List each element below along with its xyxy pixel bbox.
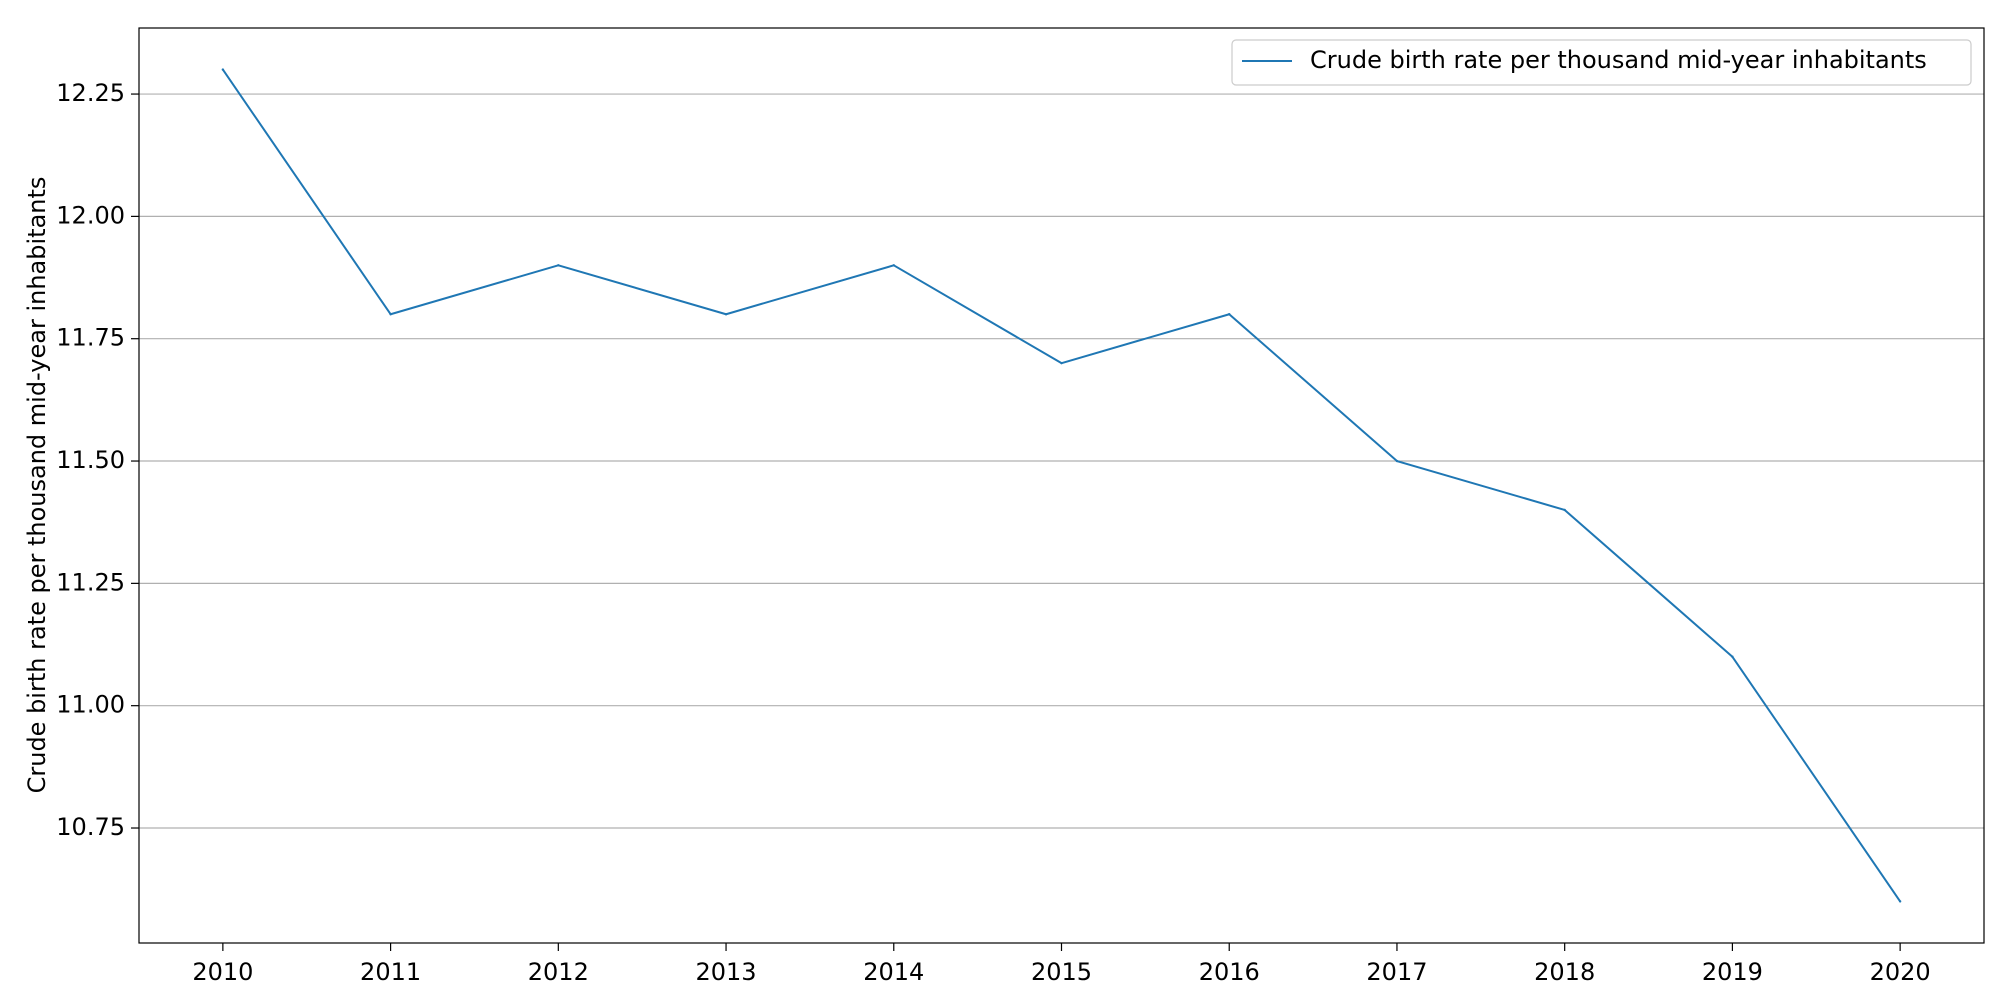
data-point <box>1563 508 1566 512</box>
y-axis-label: Crude birth rate per thousand mid-year i… <box>23 177 51 794</box>
series-layer <box>221 68 1902 903</box>
y-axis: 10.75 11.00 11.25 11.50 11.75 12.00 12.25 <box>56 79 139 841</box>
data-point <box>389 313 392 316</box>
y-tick-label: 10.75 <box>56 813 125 841</box>
data-point <box>724 313 728 316</box>
x-tick-label: 2016 <box>1199 958 1260 986</box>
gridlines <box>139 93 1984 829</box>
x-tick-label: 2019 <box>1702 958 1763 986</box>
legend-box <box>1231 39 1972 86</box>
y-tick-label: 12.25 <box>56 79 125 107</box>
x-tick-label: 2017 <box>1366 958 1427 986</box>
y-tick-label: 11.25 <box>56 568 125 596</box>
y-tick-label: 11.75 <box>56 324 125 352</box>
x-tick-label: 2018 <box>1534 958 1595 986</box>
legend-label: Crude birth rate per thousand mid-year i… <box>1310 46 1927 74</box>
data-point <box>1228 313 1231 316</box>
legend: Crude birth rate per thousand mid-year i… <box>1231 39 1972 86</box>
data-point <box>892 264 895 267</box>
x-tick-label: 2014 <box>863 958 924 986</box>
plot-area <box>138 27 1985 944</box>
x-tick-label: 2013 <box>696 958 757 986</box>
y-tick-label: 12.00 <box>56 201 125 229</box>
x-tick-label: 2011 <box>360 958 421 986</box>
x-tick-label: 2010 <box>192 958 253 986</box>
y-tick-label: 11.50 <box>56 446 125 474</box>
data-point <box>557 264 560 267</box>
x-tick-label: 2015 <box>1031 958 1092 986</box>
x-axis: 2010 2011 2012 2013 2014 2015 2016 2017 2018 2019… <box>192 943 1931 986</box>
data-point <box>1060 361 1063 365</box>
x-tick-label: 2020 <box>1870 958 1931 986</box>
y-tick-label: 11.00 <box>56 691 125 719</box>
data-point <box>1898 900 1902 903</box>
series-line <box>222 69 1901 902</box>
data-point <box>221 68 225 71</box>
data-point <box>1731 655 1734 658</box>
x-tick-label: 2012 <box>528 958 589 986</box>
data-point <box>1395 459 1399 463</box>
